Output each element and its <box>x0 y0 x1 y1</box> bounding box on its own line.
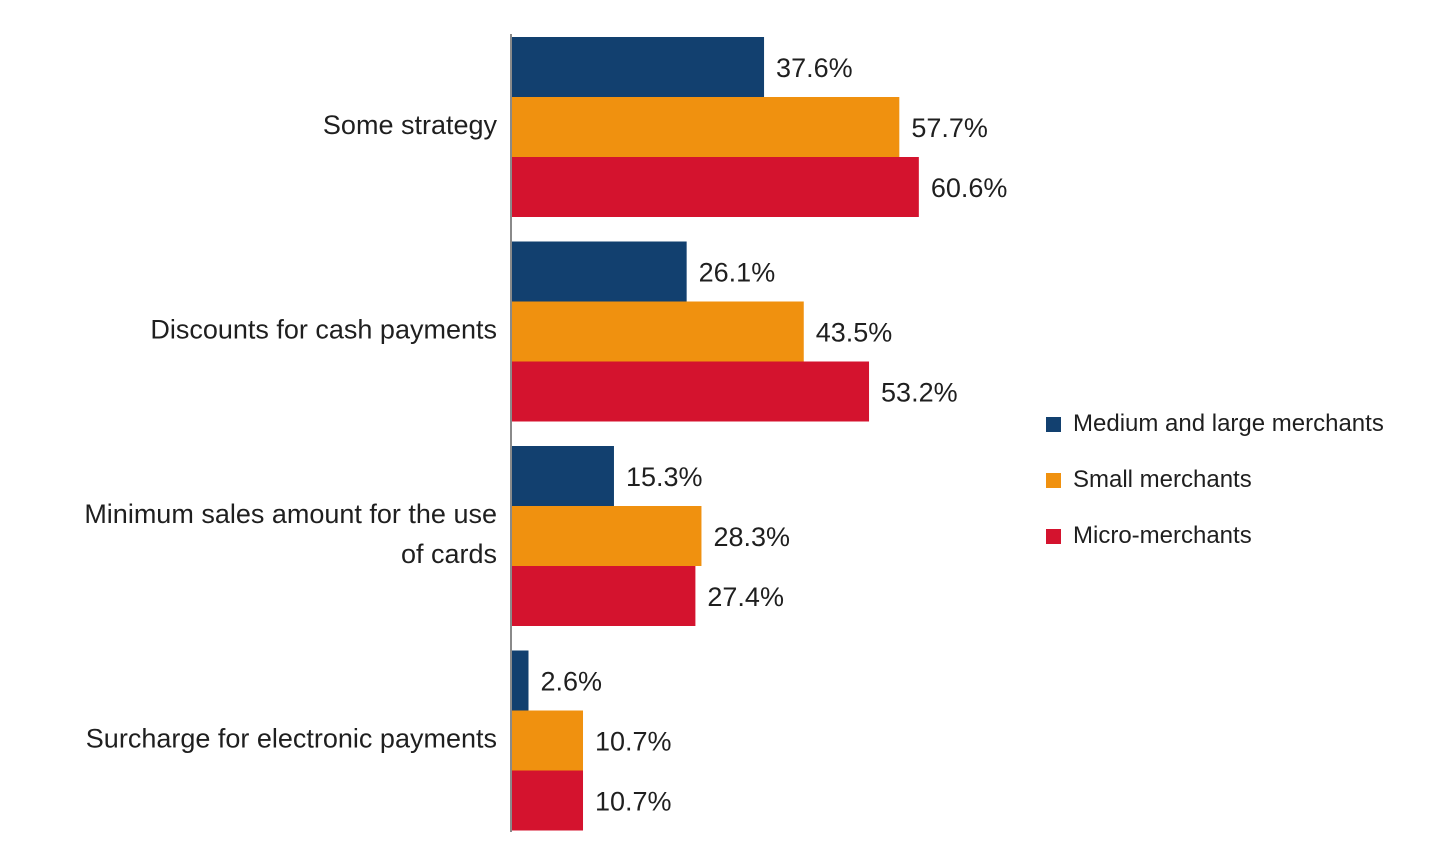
category-label-4: Surcharge for electronic payments <box>86 724 497 754</box>
legend-item-micro: Micro-merchants <box>1046 508 1384 564</box>
bar-2-series-1 <box>511 241 687 302</box>
legend-swatch-micro <box>1046 528 1061 544</box>
bar-3-series-3 <box>511 566 696 626</box>
data-label-2-series-3: 53.2% <box>881 378 958 408</box>
data-label-4-series-1: 2.6% <box>540 667 602 697</box>
bar-1-series-2 <box>511 97 900 157</box>
bar-1-series-3 <box>511 157 919 217</box>
data-label-2-series-1: 26.1% <box>699 258 776 288</box>
data-label-2-series-2: 43.5% <box>816 318 893 348</box>
bar-2-series-2 <box>511 301 804 362</box>
legend-swatch-small <box>1046 472 1061 488</box>
legend: Medium and large merchants Small merchan… <box>1046 396 1384 564</box>
legend-item-small: Small merchants <box>1046 452 1384 508</box>
bar-1-series-1 <box>511 37 765 97</box>
category-label-3-line-1: Minimum sales amount for the use <box>84 499 497 529</box>
category-label-1: Some strategy <box>323 110 498 140</box>
legend-label-medium-large: Medium and large merchants <box>1073 410 1384 437</box>
data-label-3-series-3: 27.4% <box>707 582 784 612</box>
bar-2-series-3 <box>511 361 870 422</box>
data-label-3-series-2: 28.3% <box>713 522 790 552</box>
data-label-4-series-2: 10.7% <box>595 727 672 757</box>
bar-4-series-2 <box>511 710 584 771</box>
legend-label-small: Small merchants <box>1073 466 1252 493</box>
category-label-2: Discounts for cash payments <box>150 315 497 345</box>
legend-label-micro: Micro-merchants <box>1073 522 1252 549</box>
legend-item-medium-large: Medium and large merchants <box>1046 396 1384 452</box>
data-label-4-series-3: 10.7% <box>595 787 672 817</box>
data-label-3-series-1: 15.3% <box>626 462 703 492</box>
bar-3-series-1 <box>511 446 614 506</box>
legend-swatch-medium-large <box>1046 416 1061 432</box>
data-label-1-series-1: 37.6% <box>776 53 853 83</box>
bar-3-series-2 <box>511 506 702 566</box>
bar-4-series-3 <box>511 770 584 831</box>
data-label-1-series-2: 57.7% <box>911 113 988 143</box>
data-label-1-series-3: 60.6% <box>931 173 1008 203</box>
bar-4-series-1 <box>511 650 529 711</box>
category-label-3-line-2: of cards <box>401 539 497 569</box>
